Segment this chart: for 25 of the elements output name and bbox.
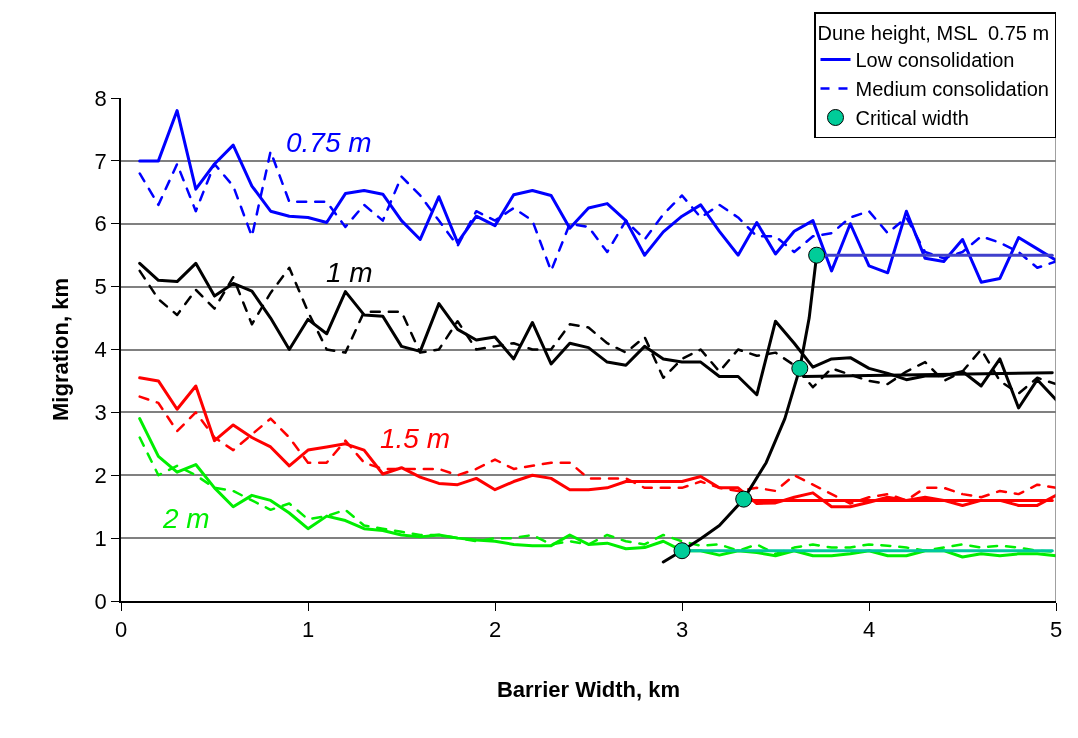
y-tick-label: 7 xyxy=(94,148,107,174)
x-axis-title: Barrier Width, km xyxy=(496,676,681,702)
x-tick-label: 1 xyxy=(301,617,315,643)
legend-label: Low consolidation xyxy=(855,49,1015,72)
y-tick-label: 4 xyxy=(94,337,107,363)
legend-label: Medium consolidation xyxy=(855,78,1049,101)
x-tick-label: 4 xyxy=(862,617,876,643)
x-tick-label: 5 xyxy=(1049,617,1063,643)
x-tick-label: 3 xyxy=(675,617,689,643)
y-tick-label: 2 xyxy=(94,462,107,488)
y-tick-label: 3 xyxy=(94,400,107,426)
annotation: 2 m xyxy=(162,503,210,534)
annotation: 1 m xyxy=(326,257,373,288)
annotation: 0.75 m xyxy=(286,127,372,158)
x-tick-label: 2 xyxy=(488,617,502,643)
y-tick-label: 5 xyxy=(94,274,107,300)
legend-title: Dune height, MSL 0.75 m xyxy=(817,21,1050,44)
y-axis-title: Migration, km xyxy=(47,277,73,422)
x-tick-label: 0 xyxy=(114,617,128,643)
y-tick-label: 8 xyxy=(94,85,107,111)
legend-label: Critical width xyxy=(855,107,969,130)
annotation: 1.5 m xyxy=(380,423,451,454)
y-tick-label: 1 xyxy=(94,525,107,551)
y-tick-label: 6 xyxy=(94,211,107,237)
y-tick-label: 0 xyxy=(94,588,107,614)
